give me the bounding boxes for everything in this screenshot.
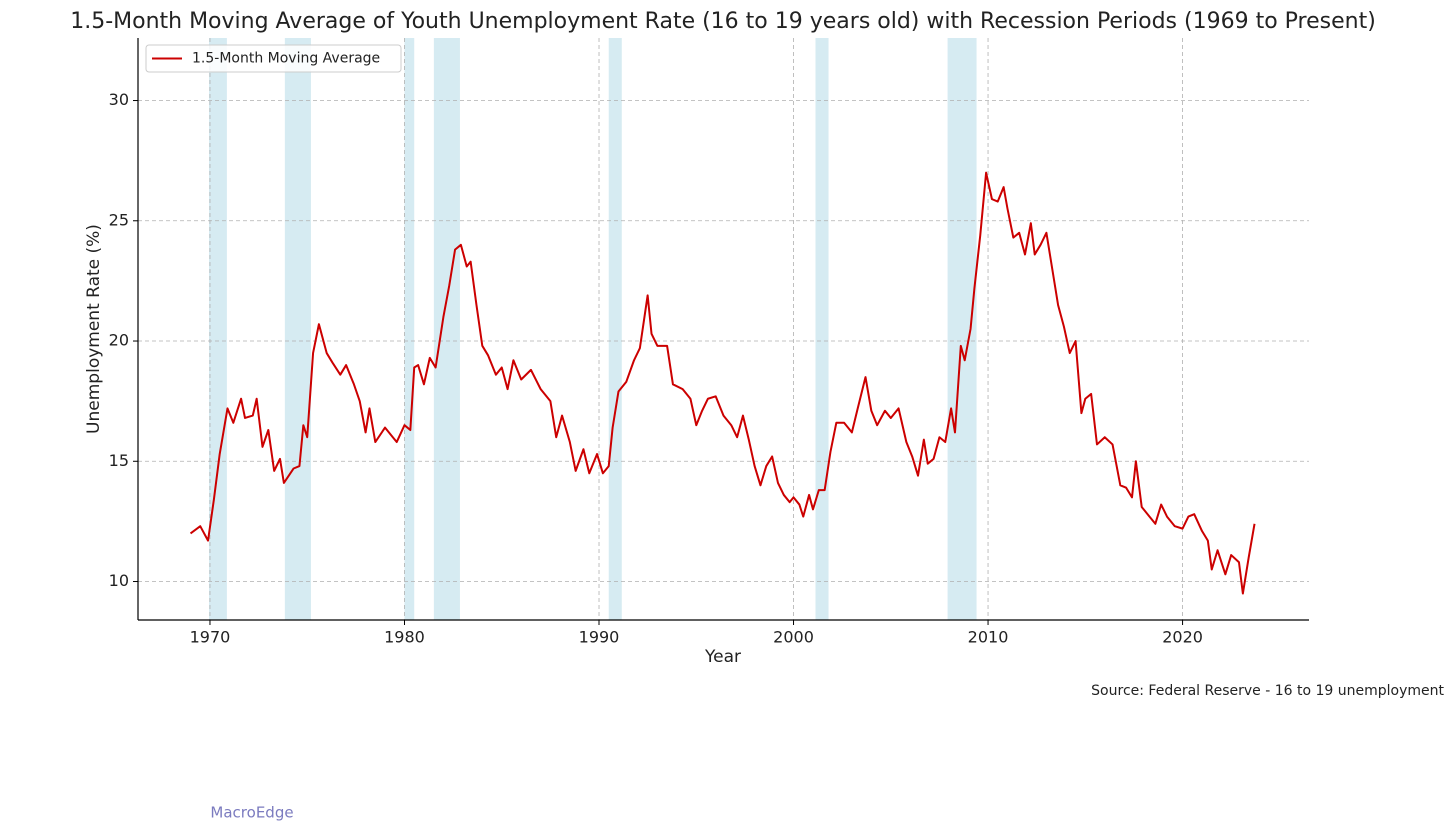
x-tick-label: 1990	[579, 628, 620, 647]
recession-band	[947, 38, 977, 620]
chart-title: 1.5-Month Moving Average of Youth Unempl…	[70, 9, 1376, 34]
y-tick-label: 10	[109, 571, 129, 590]
recession-band	[284, 38, 311, 620]
recession-band	[208, 38, 227, 620]
y-tick-label: 30	[109, 90, 129, 109]
data-line	[189, 171, 1256, 595]
legend-box	[145, 44, 402, 73]
recession-band	[433, 38, 460, 620]
x-tick-label: 1980	[384, 628, 425, 647]
x-tick-label: 1970	[190, 628, 231, 647]
legend-label: 1.5-Month Moving Average	[192, 51, 380, 67]
source-note: Source: Federal Reserve - 16 to 19 unemp…	[1091, 683, 1444, 699]
watermark: MacroEdge	[210, 804, 293, 822]
y-axis-label: Unemployment Rate (%)	[84, 224, 104, 434]
recession-band	[404, 38, 415, 620]
x-tick-label: 2010	[968, 628, 1009, 647]
x-tick-label: 2020	[1162, 628, 1203, 647]
y-tick-label: 15	[109, 451, 129, 470]
recession-band	[815, 38, 829, 620]
y-tick-label: 25	[109, 210, 129, 229]
recession-band	[608, 38, 622, 620]
x-tick-label: 2000	[773, 628, 814, 647]
y-tick-label: 20	[109, 331, 129, 350]
x-axis-label: Year	[704, 647, 741, 667]
